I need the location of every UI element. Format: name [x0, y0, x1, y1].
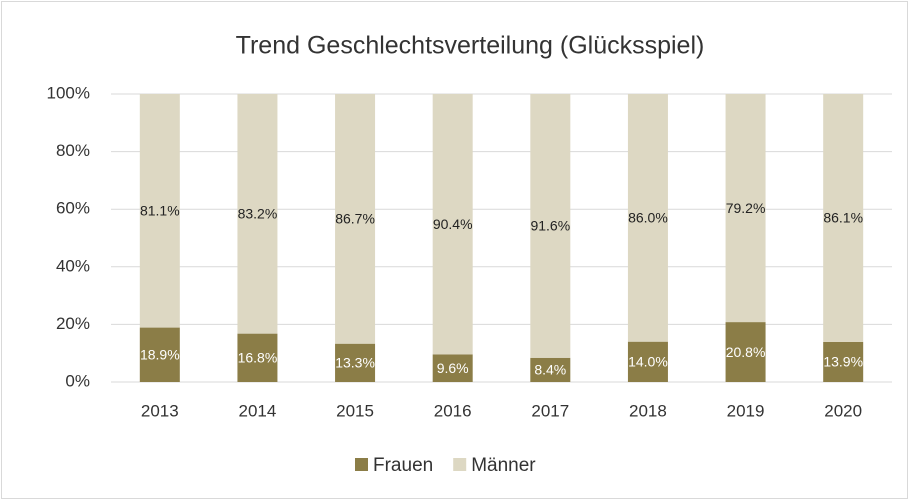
bar-segment — [530, 94, 571, 358]
bar-segment — [725, 94, 766, 323]
data-label: 79.2% — [726, 200, 766, 216]
bar-segment — [627, 94, 668, 342]
data-label: 16.8% — [238, 350, 278, 366]
x-tick-label: 2018 — [629, 401, 667, 420]
bar-segment — [237, 333, 278, 382]
x-tick-label: 2015 — [336, 401, 374, 420]
bar-segment — [823, 94, 864, 342]
y-tick-label: 40% — [56, 256, 90, 275]
bar-segment — [530, 357, 571, 382]
bar-segment — [725, 322, 766, 382]
data-label: 8.4% — [534, 362, 566, 378]
data-label: 20.8% — [726, 344, 766, 360]
bar-segment — [139, 327, 180, 382]
data-label: 90.4% — [433, 216, 473, 232]
bar-segment — [139, 94, 180, 328]
data-label: 14.0% — [628, 354, 668, 370]
bar-segment — [627, 341, 668, 382]
bar-segment — [823, 341, 864, 382]
x-tick-label: 2020 — [824, 401, 862, 420]
data-label: 13.3% — [335, 355, 375, 371]
x-tick-label: 2017 — [531, 401, 569, 420]
x-tick-label: 2016 — [434, 401, 472, 420]
legend-label: Frauen — [373, 455, 433, 476]
bar-segment — [432, 354, 473, 382]
bar-segment — [335, 343, 376, 382]
data-label: 86.7% — [335, 211, 375, 227]
bar-segment — [335, 94, 376, 344]
legend-swatch — [453, 458, 467, 471]
data-label: 18.9% — [140, 346, 180, 362]
y-tick-label: 100% — [47, 83, 90, 102]
data-label: 86.0% — [628, 210, 668, 226]
bar-segment — [237, 94, 278, 334]
x-tick-label: 2019 — [727, 401, 765, 420]
y-tick-label: 0% — [65, 371, 90, 390]
bar-segment — [432, 94, 473, 355]
data-label: 86.1% — [823, 210, 863, 226]
legend-label: Männer — [471, 455, 536, 476]
y-tick-label: 20% — [56, 314, 90, 333]
data-label: 81.1% — [140, 202, 180, 218]
y-tick-label: 60% — [56, 199, 90, 218]
data-label: 13.9% — [823, 354, 863, 370]
x-tick-label: 2014 — [239, 401, 277, 420]
data-label: 91.6% — [530, 218, 570, 234]
chart-title: Trend Geschlechtsverteilung (Glücksspiel… — [236, 32, 705, 60]
legend-swatch — [355, 458, 368, 471]
data-label: 9.6% — [437, 360, 469, 376]
y-tick-label: 80% — [56, 141, 90, 160]
data-label: 83.2% — [238, 206, 278, 222]
x-tick-label: 2013 — [141, 401, 179, 420]
